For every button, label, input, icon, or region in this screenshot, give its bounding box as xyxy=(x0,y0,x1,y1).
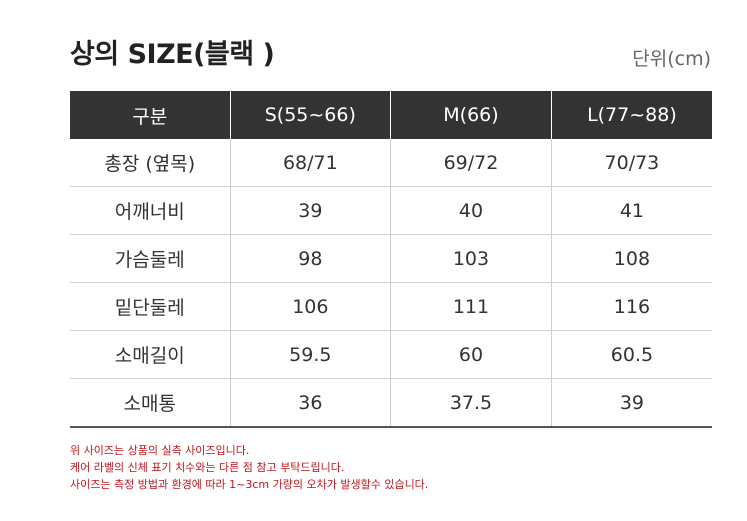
header-size-s: S(55~66) xyxy=(229,91,391,139)
cell-value: 68/71 xyxy=(229,139,391,187)
cell-value: 111 xyxy=(390,282,552,331)
table-row: 소매길이 59.5 60 60.5 xyxy=(70,330,712,379)
cell-value: 106 xyxy=(229,282,391,331)
table-row: 총장 (옆목) 68/71 69/72 70/73 xyxy=(70,139,712,187)
cell-value: 108 xyxy=(550,234,712,283)
cell-value: 103 xyxy=(390,234,552,283)
cell-value: 116 xyxy=(550,282,712,331)
size-table: 구분 S(55~66) M(66) L(77~88) 총장 (옆목) 68/71… xyxy=(70,91,712,428)
table-row: 어깨너비 39 40 41 xyxy=(70,186,712,235)
cell-value: 60.5 xyxy=(550,330,712,379)
table-row: 밑단둘레 106 111 116 xyxy=(70,282,712,331)
cell-value: 69/72 xyxy=(390,139,552,187)
cell-value: 59.5 xyxy=(229,330,391,379)
header-size-l: L(77~88) xyxy=(550,91,712,139)
note-line: 사이즈는 측정 방법과 환경에 따라 1~3cm 가량의 오차가 발생할수 있습… xyxy=(70,478,429,491)
cell-value: 40 xyxy=(390,186,552,235)
row-label: 소매길이 xyxy=(70,330,230,379)
note-line: 위 사이즈는 상품의 실측 사이즈입니다. xyxy=(70,444,250,457)
cell-value: 37.5 xyxy=(390,378,552,428)
header-category: 구분 xyxy=(70,91,230,139)
row-label: 소매통 xyxy=(70,378,230,428)
cell-value: 39 xyxy=(550,378,712,428)
row-label: 밑단둘레 xyxy=(70,282,230,331)
cell-value: 36 xyxy=(229,378,391,428)
unit-label: 단위(cm) xyxy=(632,48,711,70)
row-label: 어깨너비 xyxy=(70,186,230,235)
row-label: 가슴둘레 xyxy=(70,234,230,283)
cell-value: 60 xyxy=(390,330,552,379)
table-header-row: 구분 S(55~66) M(66) L(77~88) xyxy=(70,91,712,139)
cell-value: 39 xyxy=(229,186,391,235)
cell-value: 98 xyxy=(229,234,391,283)
table-row: 가슴둘레 98 103 108 xyxy=(70,234,712,283)
cell-value: 41 xyxy=(550,186,712,235)
size-notes: 위 사이즈는 상품의 실측 사이즈입니다. 케어 라벨의 신체 표기 치수와는 … xyxy=(70,442,428,493)
page-title: 상의 SIZE(블랙 ) xyxy=(70,39,275,70)
table-row: 소매통 36 37.5 39 xyxy=(70,378,712,428)
header-size-m: M(66) xyxy=(390,91,552,139)
note-line: 케어 라벨의 신체 표기 치수와는 다른 점 참고 부탁드립니다. xyxy=(70,461,345,474)
cell-value: 70/73 xyxy=(550,139,712,187)
row-label: 총장 (옆목) xyxy=(70,139,230,187)
